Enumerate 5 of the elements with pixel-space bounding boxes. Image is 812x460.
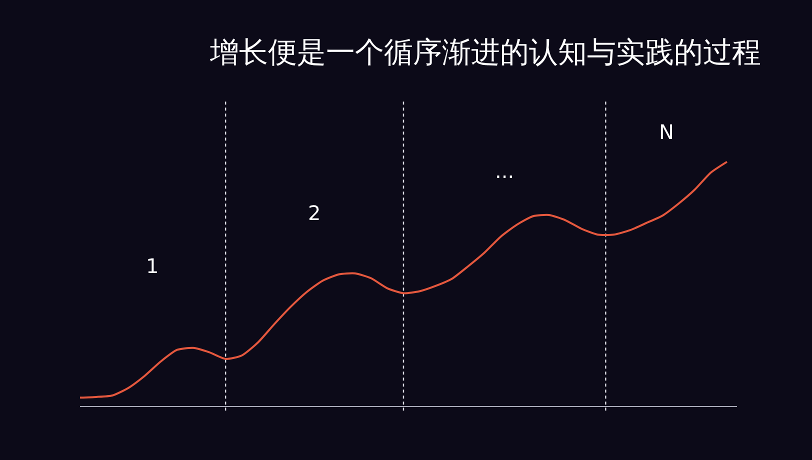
annotation: ... — [495, 159, 514, 183]
text: N — [659, 120, 674, 144]
annotation: 2 — [308, 201, 321, 225]
annotation: 1 — [146, 254, 159, 278]
chart-title: 增长便是一个循序渐进的认知与实践的过程 — [209, 35, 761, 70]
